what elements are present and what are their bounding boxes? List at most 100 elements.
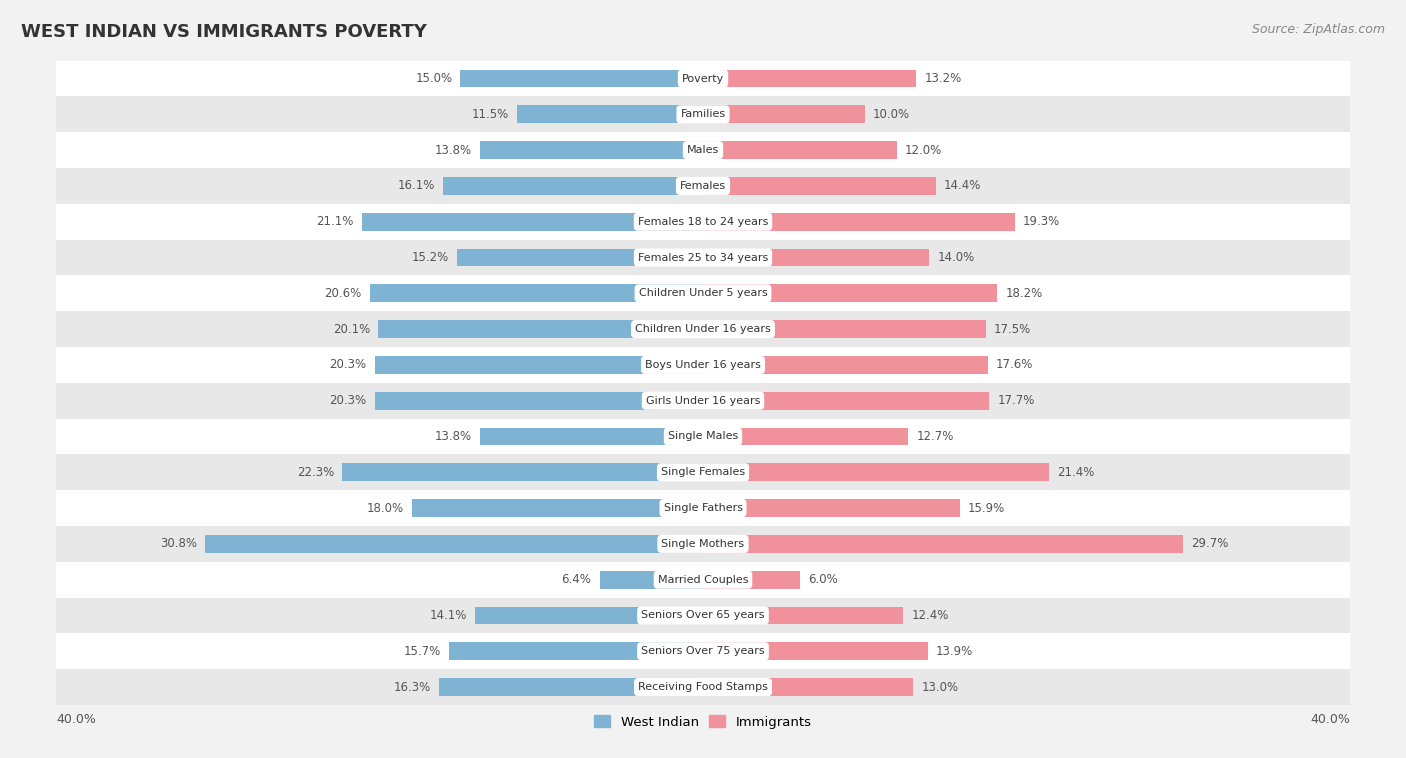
Text: 11.5%: 11.5% [472, 108, 509, 121]
Text: 6.0%: 6.0% [808, 573, 838, 586]
Bar [703, 428, 908, 446]
Bar [56, 418, 1350, 454]
Text: 15.7%: 15.7% [404, 645, 441, 658]
Bar [703, 249, 929, 267]
Bar [56, 275, 1350, 312]
Bar [378, 320, 703, 338]
Bar [56, 383, 1350, 418]
Bar [703, 678, 914, 696]
Bar [56, 204, 1350, 240]
Text: Males: Males [688, 145, 718, 155]
Text: Seniors Over 65 years: Seniors Over 65 years [641, 610, 765, 621]
Bar [703, 499, 960, 517]
Bar [703, 463, 1049, 481]
Text: Source: ZipAtlas.com: Source: ZipAtlas.com [1251, 23, 1385, 36]
Text: 12.7%: 12.7% [917, 430, 953, 443]
Bar [56, 597, 1350, 634]
Text: 12.0%: 12.0% [905, 143, 942, 157]
Text: 17.5%: 17.5% [994, 323, 1031, 336]
Bar [703, 141, 897, 159]
Text: 13.9%: 13.9% [936, 645, 973, 658]
Text: 20.1%: 20.1% [333, 323, 370, 336]
Bar [703, 535, 1184, 553]
Bar [412, 499, 703, 517]
Bar [703, 105, 865, 124]
Bar [479, 428, 703, 446]
Text: 13.0%: 13.0% [921, 681, 959, 694]
Text: Females: Females [681, 181, 725, 191]
Bar [457, 249, 703, 267]
Text: 16.3%: 16.3% [394, 681, 432, 694]
Text: 20.3%: 20.3% [329, 394, 367, 407]
Text: 14.0%: 14.0% [938, 251, 974, 264]
Bar [56, 526, 1350, 562]
Text: 20.6%: 20.6% [325, 287, 361, 300]
Text: Single Males: Single Males [668, 431, 738, 441]
Bar [703, 177, 936, 195]
Text: 22.3%: 22.3% [297, 465, 335, 479]
Bar [375, 356, 703, 374]
Text: 18.2%: 18.2% [1005, 287, 1043, 300]
Bar [343, 463, 703, 481]
Bar [56, 562, 1350, 597]
Text: Females 18 to 24 years: Females 18 to 24 years [638, 217, 768, 227]
Legend: West Indian, Immigrants: West Indian, Immigrants [589, 709, 817, 734]
Text: Single Mothers: Single Mothers [661, 539, 745, 549]
Text: 14.4%: 14.4% [943, 180, 981, 193]
Text: 14.1%: 14.1% [430, 609, 467, 622]
Text: Girls Under 16 years: Girls Under 16 years [645, 396, 761, 406]
Text: 15.0%: 15.0% [415, 72, 453, 85]
Text: 6.4%: 6.4% [561, 573, 592, 586]
Bar [599, 571, 703, 589]
Text: Single Females: Single Females [661, 467, 745, 478]
Bar [375, 392, 703, 409]
Text: 15.9%: 15.9% [969, 502, 1005, 515]
Bar [370, 284, 703, 302]
Bar [440, 678, 703, 696]
Bar [56, 454, 1350, 490]
Bar [56, 669, 1350, 705]
Bar [361, 213, 703, 230]
Bar [56, 168, 1350, 204]
Bar [475, 606, 703, 625]
Text: 30.8%: 30.8% [160, 537, 197, 550]
Text: Children Under 5 years: Children Under 5 years [638, 288, 768, 299]
Bar [703, 70, 917, 87]
Text: 15.2%: 15.2% [412, 251, 449, 264]
Text: 17.7%: 17.7% [997, 394, 1035, 407]
Bar [479, 141, 703, 159]
Text: 20.3%: 20.3% [329, 359, 367, 371]
Text: 40.0%: 40.0% [56, 713, 96, 726]
Bar [461, 70, 703, 87]
Text: 12.4%: 12.4% [911, 609, 949, 622]
Bar [703, 392, 990, 409]
Text: 21.4%: 21.4% [1057, 465, 1094, 479]
Text: 13.8%: 13.8% [434, 430, 472, 443]
Text: Poverty: Poverty [682, 74, 724, 83]
Text: WEST INDIAN VS IMMIGRANTS POVERTY: WEST INDIAN VS IMMIGRANTS POVERTY [21, 23, 427, 41]
Bar [56, 634, 1350, 669]
Text: 13.8%: 13.8% [434, 143, 472, 157]
Bar [56, 61, 1350, 96]
Bar [56, 240, 1350, 275]
Bar [703, 606, 904, 625]
Text: Single Fathers: Single Fathers [664, 503, 742, 513]
Bar [443, 177, 703, 195]
Text: 21.1%: 21.1% [316, 215, 354, 228]
Text: 16.1%: 16.1% [398, 180, 434, 193]
Bar [703, 356, 987, 374]
Bar [56, 96, 1350, 132]
Bar [517, 105, 703, 124]
Text: Seniors Over 75 years: Seniors Over 75 years [641, 647, 765, 656]
Bar [56, 347, 1350, 383]
Text: Boys Under 16 years: Boys Under 16 years [645, 360, 761, 370]
Text: Females 25 to 34 years: Females 25 to 34 years [638, 252, 768, 262]
Bar [205, 535, 703, 553]
Text: 29.7%: 29.7% [1191, 537, 1229, 550]
Bar [703, 642, 928, 660]
Bar [449, 642, 703, 660]
Text: Children Under 16 years: Children Under 16 years [636, 324, 770, 334]
Bar [703, 320, 986, 338]
Text: 40.0%: 40.0% [1310, 713, 1350, 726]
Bar [56, 490, 1350, 526]
